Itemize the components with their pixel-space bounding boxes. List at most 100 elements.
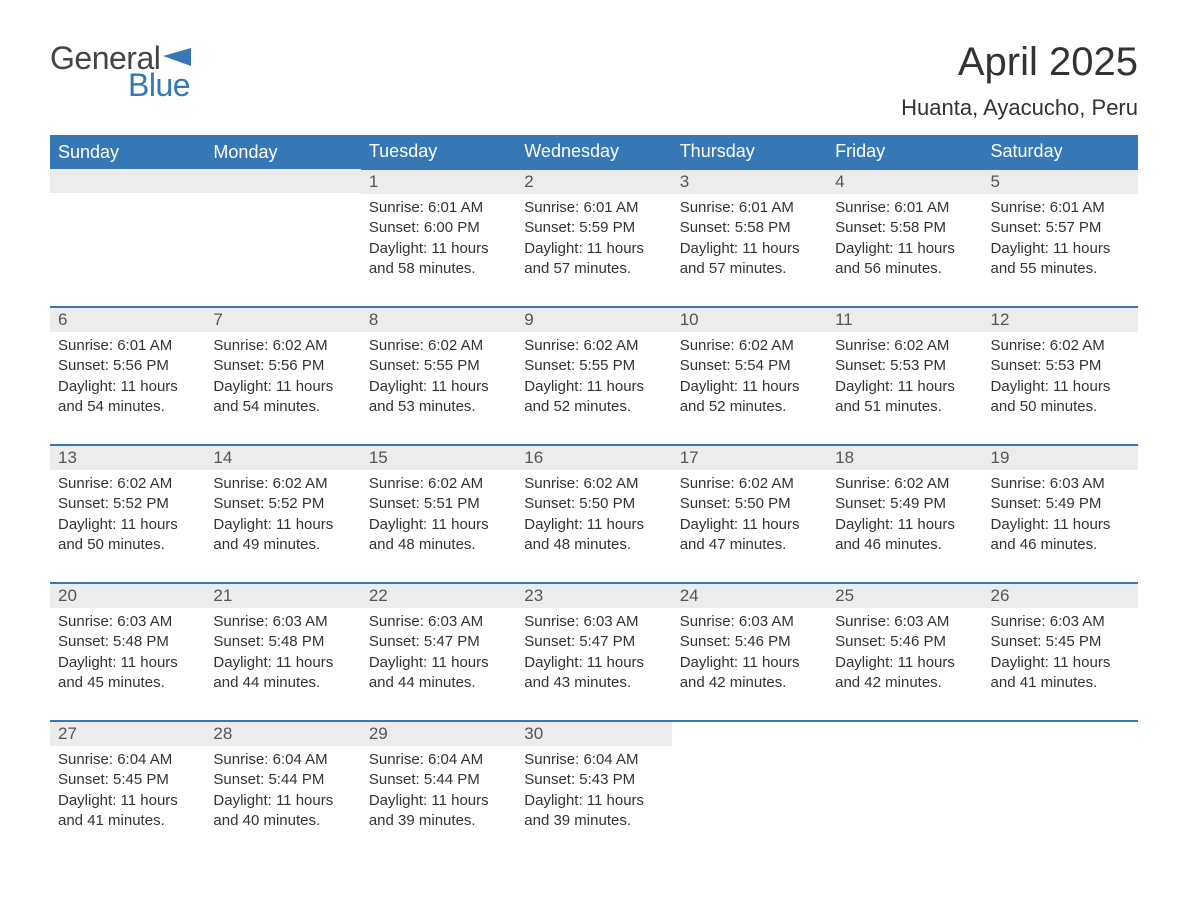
daynum-bar: 25	[827, 584, 982, 608]
page-title: April 2025	[901, 40, 1138, 85]
sunset-line: Sunset: 5:54 PM	[680, 356, 819, 376]
sunset-line: Sunset: 5:58 PM	[835, 218, 974, 238]
sunset-line: Sunset: 5:50 PM	[680, 494, 819, 514]
day-body: Sunrise: 6:03 AMSunset: 5:45 PMDaylight:…	[983, 608, 1138, 697]
sunrise-line: Sunrise: 6:04 AM	[524, 750, 663, 770]
daynum-bar: 4	[827, 170, 982, 194]
day-body: Sunrise: 6:01 AMSunset: 5:57 PMDaylight:…	[983, 194, 1138, 283]
day-body: Sunrise: 6:04 AMSunset: 5:45 PMDaylight:…	[50, 746, 205, 835]
calendar-day-cell: 8Sunrise: 6:02 AMSunset: 5:55 PMDaylight…	[361, 307, 516, 445]
calendar-day-cell: 17Sunrise: 6:02 AMSunset: 5:50 PMDayligh…	[672, 445, 827, 583]
sunset-line: Sunset: 5:56 PM	[58, 356, 197, 376]
sunrise-line: Sunrise: 6:03 AM	[58, 612, 197, 632]
daylight-line: Daylight: 11 hours and 41 minutes.	[58, 791, 197, 832]
day-body: Sunrise: 6:01 AMSunset: 5:56 PMDaylight:…	[50, 332, 205, 421]
weekday-header-row: SundayMondayTuesdayWednesdayThursdayFrid…	[50, 135, 1138, 169]
sunrise-line: Sunrise: 6:02 AM	[369, 474, 508, 494]
calendar-head: SundayMondayTuesdayWednesdayThursdayFrid…	[50, 135, 1138, 169]
sunrise-line: Sunrise: 6:02 AM	[213, 474, 352, 494]
calendar-body: 1Sunrise: 6:01 AMSunset: 6:00 PMDaylight…	[50, 169, 1138, 859]
daynum-bar: 3	[672, 170, 827, 194]
sunset-line: Sunset: 5:52 PM	[58, 494, 197, 514]
sunrise-line: Sunrise: 6:03 AM	[991, 612, 1130, 632]
calendar-day-cell: 14Sunrise: 6:02 AMSunset: 5:52 PMDayligh…	[205, 445, 360, 583]
daylight-line: Daylight: 11 hours and 39 minutes.	[369, 791, 508, 832]
sunset-line: Sunset: 5:50 PM	[524, 494, 663, 514]
sunset-line: Sunset: 5:48 PM	[213, 632, 352, 652]
sunrise-line: Sunrise: 6:01 AM	[991, 198, 1130, 218]
day-body: Sunrise: 6:02 AMSunset: 5:55 PMDaylight:…	[361, 332, 516, 421]
calendar-day-cell: 21Sunrise: 6:03 AMSunset: 5:48 PMDayligh…	[205, 583, 360, 721]
sunrise-line: Sunrise: 6:02 AM	[524, 336, 663, 356]
calendar-day-cell: 5Sunrise: 6:01 AMSunset: 5:57 PMDaylight…	[983, 169, 1138, 307]
sunrise-line: Sunrise: 6:02 AM	[213, 336, 352, 356]
weekday-header: Friday	[827, 135, 982, 169]
daylight-line: Daylight: 11 hours and 54 minutes.	[213, 377, 352, 418]
day-body: Sunrise: 6:02 AMSunset: 5:50 PMDaylight:…	[672, 470, 827, 559]
daylight-line: Daylight: 11 hours and 48 minutes.	[524, 515, 663, 556]
daylight-line: Daylight: 11 hours and 53 minutes.	[369, 377, 508, 418]
daylight-line: Daylight: 11 hours and 52 minutes.	[524, 377, 663, 418]
sunrise-line: Sunrise: 6:03 AM	[524, 612, 663, 632]
calendar-day-cell: 24Sunrise: 6:03 AMSunset: 5:46 PMDayligh…	[672, 583, 827, 721]
logo: General Blue	[50, 40, 191, 104]
daynum-bar: 12	[983, 308, 1138, 332]
day-body: Sunrise: 6:03 AMSunset: 5:48 PMDaylight:…	[50, 608, 205, 697]
sunrise-line: Sunrise: 6:02 AM	[524, 474, 663, 494]
daynum-bar: 27	[50, 722, 205, 746]
sunrise-line: Sunrise: 6:04 AM	[369, 750, 508, 770]
calendar-day-cell: 10Sunrise: 6:02 AMSunset: 5:54 PMDayligh…	[672, 307, 827, 445]
daynum-bar: 26	[983, 584, 1138, 608]
daynum-bar: 19	[983, 446, 1138, 470]
daylight-line: Daylight: 11 hours and 54 minutes.	[58, 377, 197, 418]
daynum-bar: 6	[50, 308, 205, 332]
weekday-header: Sunday	[50, 135, 205, 169]
sunrise-line: Sunrise: 6:03 AM	[991, 474, 1130, 494]
day-body: Sunrise: 6:01 AMSunset: 6:00 PMDaylight:…	[361, 194, 516, 283]
calendar-day-cell: 19Sunrise: 6:03 AMSunset: 5:49 PMDayligh…	[983, 445, 1138, 583]
calendar-day-cell: 6Sunrise: 6:01 AMSunset: 5:56 PMDaylight…	[50, 307, 205, 445]
calendar-day-cell: 23Sunrise: 6:03 AMSunset: 5:47 PMDayligh…	[516, 583, 671, 721]
daylight-line: Daylight: 11 hours and 50 minutes.	[58, 515, 197, 556]
calendar-day-cell: 9Sunrise: 6:02 AMSunset: 5:55 PMDaylight…	[516, 307, 671, 445]
sunset-line: Sunset: 5:56 PM	[213, 356, 352, 376]
daylight-line: Daylight: 11 hours and 42 minutes.	[680, 653, 819, 694]
sunset-line: Sunset: 5:43 PM	[524, 770, 663, 790]
sunset-line: Sunset: 5:53 PM	[835, 356, 974, 376]
page-subtitle: Huanta, Ayacucho, Peru	[901, 95, 1138, 121]
sunrise-line: Sunrise: 6:02 AM	[58, 474, 197, 494]
sunrise-line: Sunrise: 6:01 AM	[835, 198, 974, 218]
calendar-day-cell: 28Sunrise: 6:04 AMSunset: 5:44 PMDayligh…	[205, 721, 360, 859]
daylight-line: Daylight: 11 hours and 58 minutes.	[369, 239, 508, 280]
calendar-week-row: 13Sunrise: 6:02 AMSunset: 5:52 PMDayligh…	[50, 445, 1138, 583]
daylight-line: Daylight: 11 hours and 41 minutes.	[991, 653, 1130, 694]
calendar-week-row: 1Sunrise: 6:01 AMSunset: 6:00 PMDaylight…	[50, 169, 1138, 307]
sunset-line: Sunset: 5:47 PM	[524, 632, 663, 652]
daynum-bar: 22	[361, 584, 516, 608]
calendar-day-cell: 30Sunrise: 6:04 AMSunset: 5:43 PMDayligh…	[516, 721, 671, 859]
daylight-line: Daylight: 11 hours and 57 minutes.	[524, 239, 663, 280]
calendar-day-cell: 2Sunrise: 6:01 AMSunset: 5:59 PMDaylight…	[516, 169, 671, 307]
daylight-line: Daylight: 11 hours and 44 minutes.	[369, 653, 508, 694]
sunrise-line: Sunrise: 6:01 AM	[58, 336, 197, 356]
day-body: Sunrise: 6:03 AMSunset: 5:47 PMDaylight:…	[361, 608, 516, 697]
daynum-bar-empty	[50, 169, 205, 193]
day-body: Sunrise: 6:04 AMSunset: 5:44 PMDaylight:…	[361, 746, 516, 835]
sunset-line: Sunset: 5:49 PM	[991, 494, 1130, 514]
calendar-day-cell: 18Sunrise: 6:02 AMSunset: 5:49 PMDayligh…	[827, 445, 982, 583]
daynum-bar: 1	[361, 170, 516, 194]
day-body: Sunrise: 6:04 AMSunset: 5:44 PMDaylight:…	[205, 746, 360, 835]
day-body: Sunrise: 6:03 AMSunset: 5:48 PMDaylight:…	[205, 608, 360, 697]
daynum-bar: 28	[205, 722, 360, 746]
sunrise-line: Sunrise: 6:02 AM	[369, 336, 508, 356]
sunset-line: Sunset: 5:59 PM	[524, 218, 663, 238]
calendar-day-cell: 3Sunrise: 6:01 AMSunset: 5:58 PMDaylight…	[672, 169, 827, 307]
daynum-bar: 2	[516, 170, 671, 194]
sunrise-line: Sunrise: 6:02 AM	[680, 474, 819, 494]
sunrise-line: Sunrise: 6:02 AM	[680, 336, 819, 356]
daynum-bar: 18	[827, 446, 982, 470]
calendar-day-cell	[205, 169, 360, 307]
day-body: Sunrise: 6:02 AMSunset: 5:52 PMDaylight:…	[50, 470, 205, 559]
daynum-bar: 21	[205, 584, 360, 608]
daylight-line: Daylight: 11 hours and 50 minutes.	[991, 377, 1130, 418]
